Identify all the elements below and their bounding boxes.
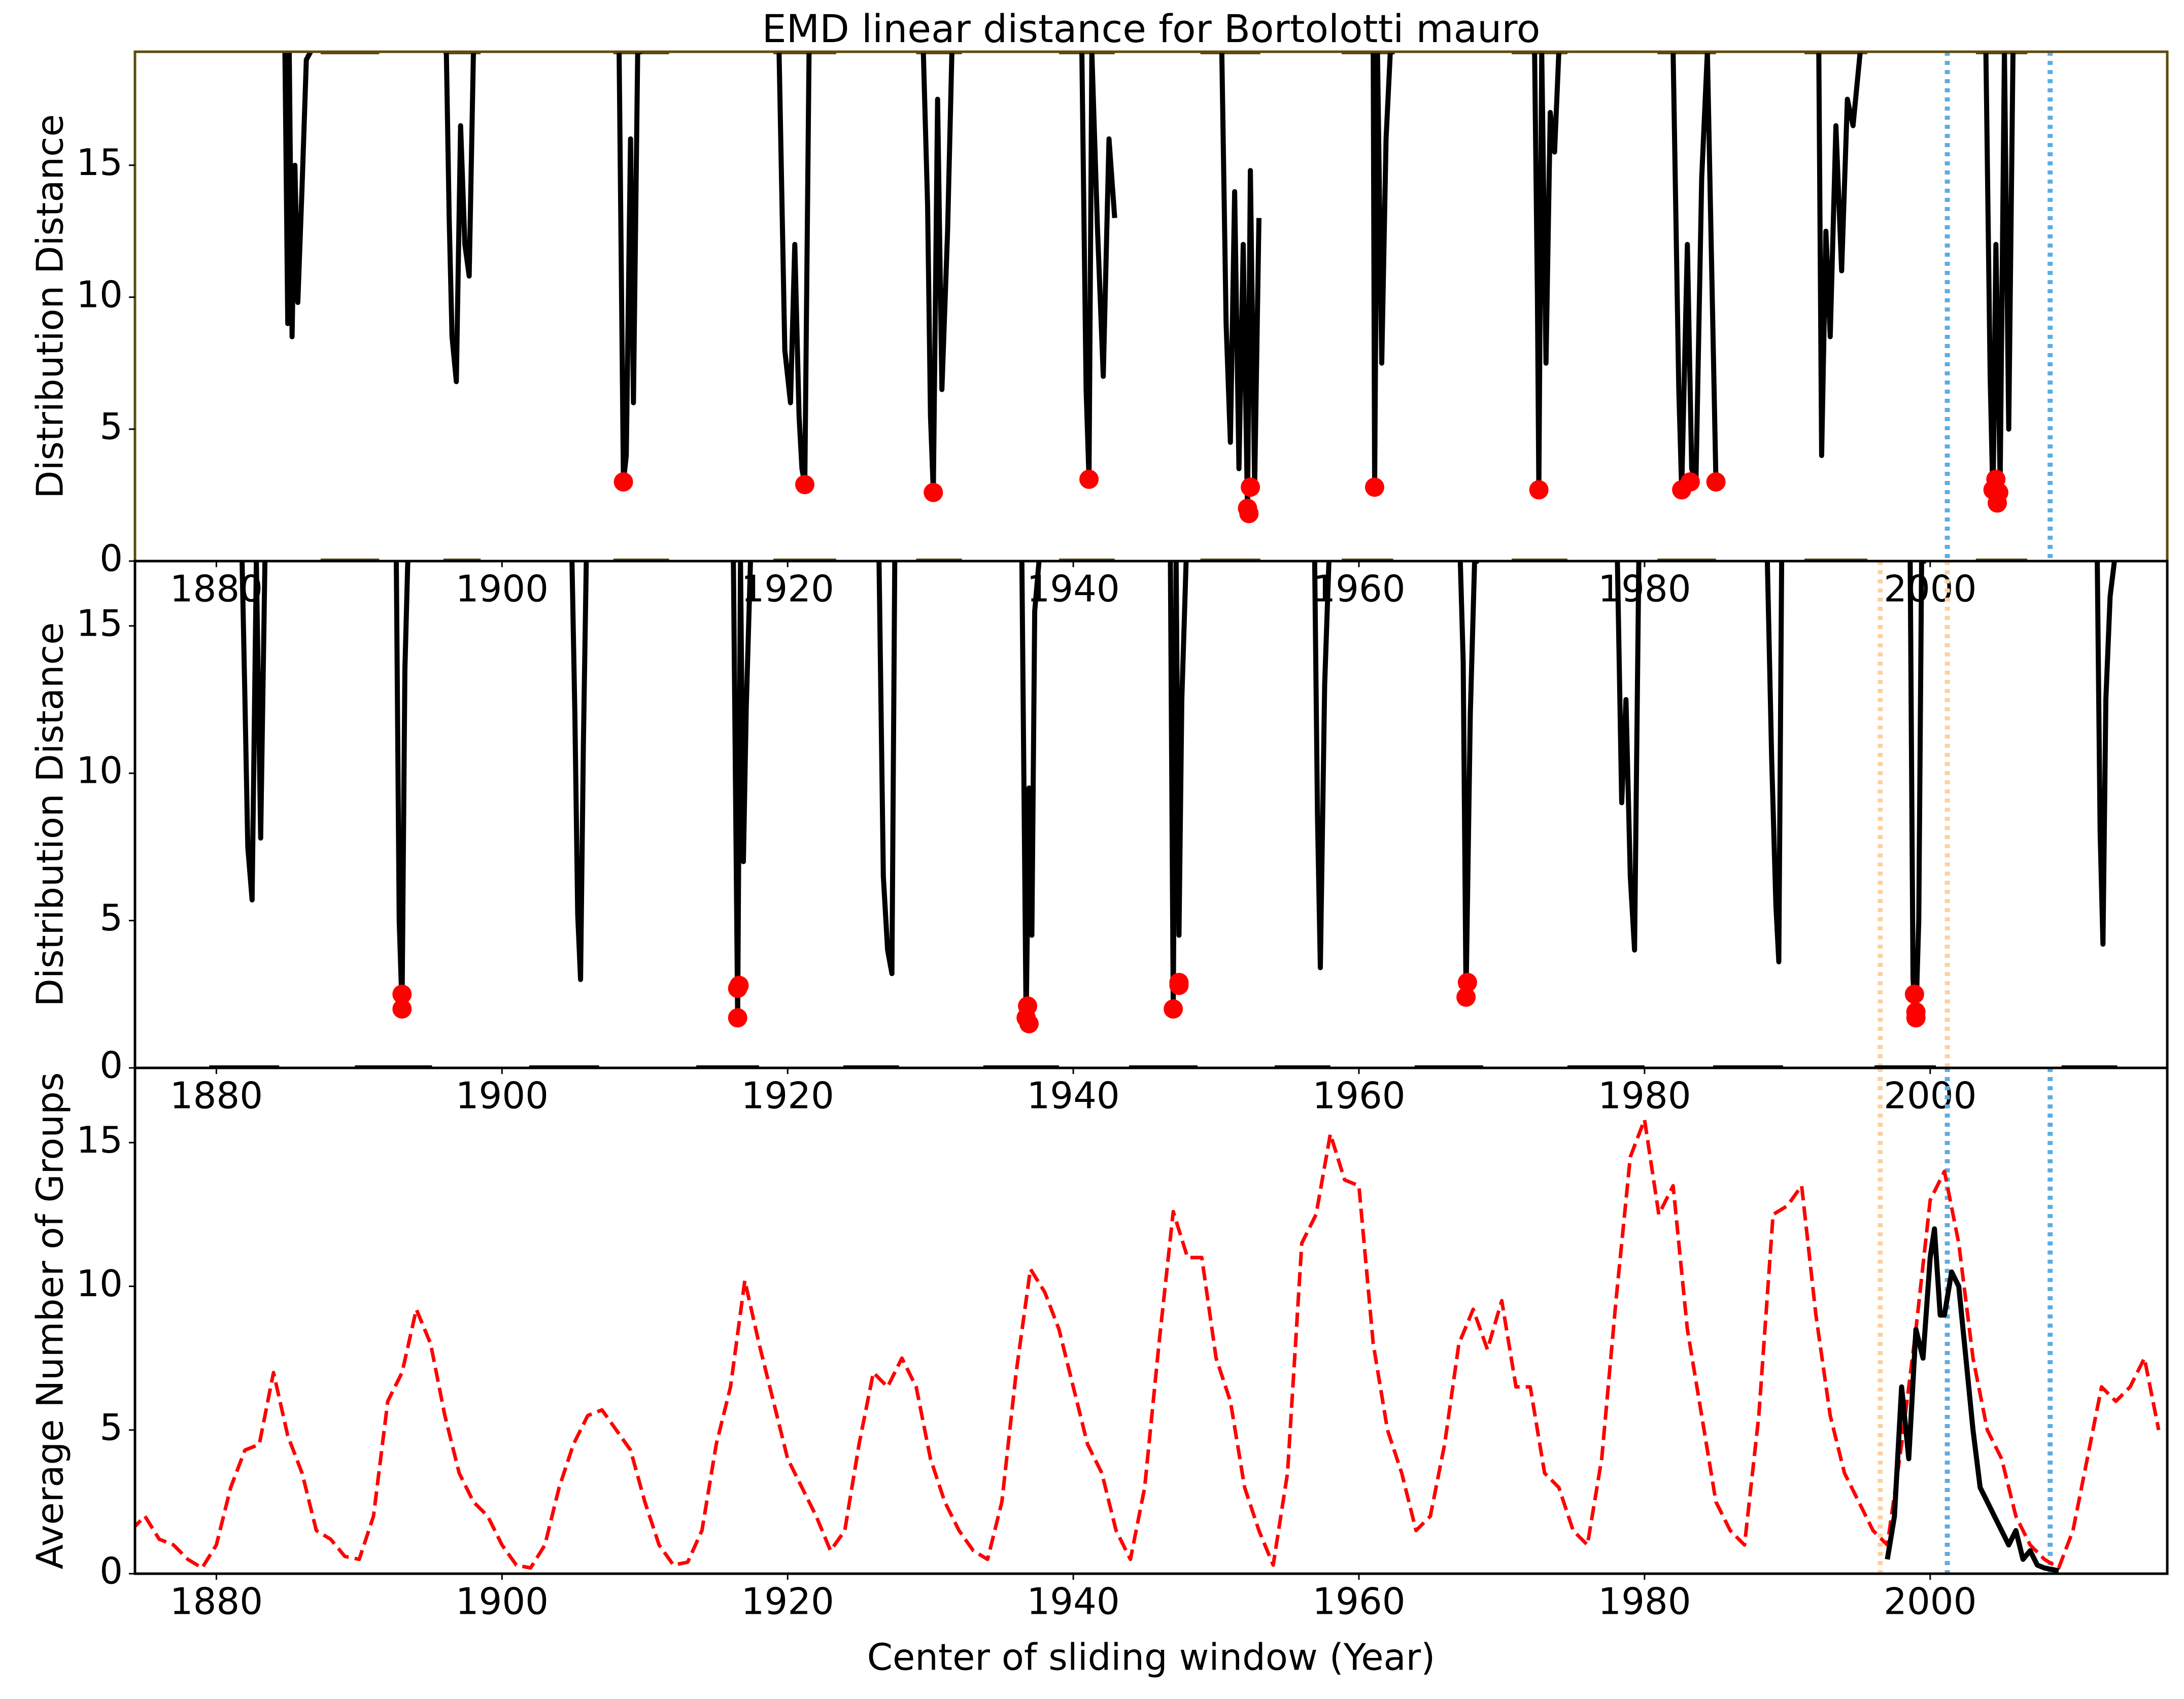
- plot-area: [282, 52, 2053, 561]
- y-tick-label: 0: [99, 1550, 123, 1592]
- point: [1906, 1008, 1926, 1028]
- point: [392, 984, 412, 1004]
- x-tick-label: 1980: [1598, 1074, 1691, 1117]
- point: [924, 482, 943, 502]
- y-tick-label: 10: [76, 1262, 123, 1305]
- plot-area: [135, 1068, 2161, 1574]
- point: [392, 999, 412, 1019]
- y-tick-label: 5: [99, 405, 123, 447]
- point: [1456, 987, 1476, 1007]
- x-tick-label: 1880: [170, 1074, 263, 1117]
- axes-frame: [133, 1066, 2169, 1575]
- x-tick-label: 1880: [170, 568, 263, 610]
- x-tick-label: 1940: [1027, 1074, 1119, 1117]
- x-tick-label: 1920: [741, 1074, 834, 1117]
- point: [1457, 973, 1477, 992]
- point: [1364, 477, 1384, 497]
- point: [1904, 984, 1924, 1004]
- x-tick-label: 1880: [170, 1580, 263, 1623]
- x-tick-label: 1960: [1312, 1074, 1405, 1117]
- point: [1989, 482, 2008, 502]
- point: [728, 1008, 747, 1028]
- x-tick-label: 1900: [456, 568, 549, 610]
- point: [1019, 1014, 1039, 1033]
- x-tick-label: 1940: [1027, 568, 1119, 610]
- x-tick-label: 1900: [456, 1580, 549, 1623]
- line: [135, 1118, 2161, 1570]
- point: [1241, 477, 1260, 497]
- y-tick-label: 10: [76, 749, 123, 792]
- x-tick-label: 1940: [1027, 1580, 1119, 1623]
- y-tick-label: 10: [76, 273, 123, 316]
- point: [729, 976, 749, 995]
- x-tick-label: 2000: [1884, 1580, 1976, 1623]
- y-tick-label: 0: [99, 537, 123, 580]
- y-axis-label: Distribution Distance: [29, 622, 72, 1007]
- y-tick-label: 0: [99, 1044, 123, 1087]
- point: [1529, 480, 1549, 500]
- axes-frame: [133, 50, 2169, 563]
- plot-area: [209, 561, 2118, 1068]
- point: [1079, 469, 1099, 489]
- line: [282, 52, 2016, 516]
- point: [1169, 976, 1189, 995]
- y-tick-label: 15: [76, 1119, 123, 1161]
- x-tick-label: 1960: [1312, 1580, 1405, 1623]
- y-axis-label: Average Number of Groups: [29, 1072, 72, 1570]
- point: [1164, 999, 1183, 1019]
- point: [1706, 472, 1726, 492]
- x-tick-label: 1920: [741, 568, 834, 610]
- x-tick-label: 1980: [1598, 568, 1691, 610]
- point: [1680, 472, 1700, 492]
- line: [1885, 1226, 2060, 1574]
- y-axis-label: Distribution Distance: [29, 114, 72, 499]
- x-tick-label: 1900: [456, 1074, 549, 1117]
- point: [795, 475, 814, 495]
- chart-title: EMD linear distance for Bortolotti mauro: [762, 6, 1541, 51]
- y-tick-label: 15: [76, 602, 123, 644]
- axes-frame: [133, 560, 2169, 1069]
- x-tick-label: 1920: [741, 1580, 834, 1623]
- x-axis-label: Center of sliding window (Year): [867, 1636, 1436, 1679]
- x-tick-label: 1980: [1598, 1580, 1691, 1623]
- point: [613, 472, 633, 492]
- y-tick-label: 5: [99, 1406, 123, 1448]
- y-tick-label: 5: [99, 896, 123, 939]
- line: [240, 561, 2117, 1026]
- x-tick-label: 2000: [1884, 1074, 1976, 1117]
- x-tick-label: 2000: [1884, 568, 1976, 610]
- y-tick-label: 15: [76, 141, 123, 184]
- point: [1239, 504, 1259, 524]
